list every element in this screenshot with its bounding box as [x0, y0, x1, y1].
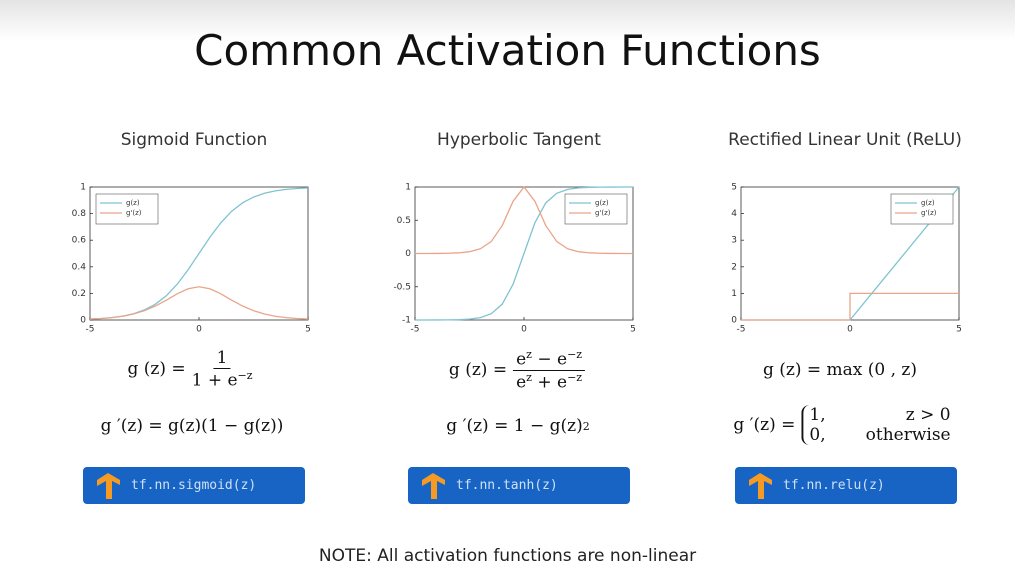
y-tick-label: 5: [731, 183, 737, 193]
legend-label: g'(z): [126, 209, 142, 217]
y-tick-label: 1: [405, 183, 411, 193]
tf-icon: [97, 472, 120, 499]
x-tick-label: 0: [847, 325, 853, 335]
y-tick-label: 0.6: [72, 236, 87, 246]
tf-icon: [422, 472, 445, 499]
formula: g ′(z) = g(z)(1 − g(z)): [100, 416, 284, 436]
x-tick-label: -5: [86, 325, 95, 335]
numerator: ez − e−z: [513, 348, 586, 371]
cases: 1, z > 0 0, otherwise: [801, 405, 951, 445]
exponent: z: [526, 370, 532, 384]
tf-icon: [749, 472, 772, 499]
code-button[interactable]: tf.nn.tanh(z): [408, 467, 630, 504]
note: NOTE: All activation functions are non-l…: [318, 546, 697, 566]
case-value: 0,: [809, 425, 826, 445]
exponent: z: [526, 348, 532, 361]
code-button[interactable]: tf.nn.relu(z): [735, 467, 957, 504]
legend-label: g'(z): [921, 209, 937, 217]
x-tick-label: 5: [630, 325, 636, 335]
formula-text: − e: [531, 349, 568, 370]
formula-text: 1 + e: [191, 370, 238, 391]
y-tick-label: 0: [80, 316, 86, 326]
y-tick-label: 0.5: [397, 216, 411, 226]
y-tick-label: 1: [80, 183, 86, 193]
y-tick-label: 0: [405, 249, 411, 259]
exponent: −z: [567, 370, 583, 384]
case-condition: z > 0: [905, 405, 951, 425]
formula-text: g ′(z) =: [733, 415, 796, 435]
y-tick-label: 1: [731, 289, 737, 299]
y-tick-label: 4: [731, 209, 737, 219]
y-tick-label: -1: [402, 316, 411, 326]
x-tick-label: 0: [521, 325, 527, 335]
case-condition: otherwise: [865, 425, 951, 445]
y-tick-label: 3: [731, 236, 737, 246]
case-value: 1,: [809, 405, 826, 425]
series-line: [415, 185, 633, 255]
formula-text: e: [516, 372, 527, 393]
formula-text: g (z) =: [448, 360, 508, 381]
y-tick-label: 0.4: [72, 262, 87, 272]
chart-title: Hyperbolic Tangent: [437, 130, 601, 150]
formula-text: g ′(z) = 1 − g(z): [446, 416, 583, 436]
y-tick-label: 0.2: [72, 289, 86, 299]
formula-text: g (z) =: [127, 359, 186, 380]
legend-label: g(z): [921, 199, 935, 207]
x-tick-label: -5: [737, 325, 746, 335]
y-tick-label: 0: [731, 316, 737, 326]
denominator: 1 + e−z: [192, 369, 253, 391]
series-line: [415, 186, 633, 321]
chart-title: Sigmoid Function: [121, 130, 268, 150]
fraction: ez − e−z ez + e−z: [513, 348, 586, 393]
exponent: −z: [567, 348, 583, 361]
code-text: tf.nn.relu(z): [783, 478, 885, 493]
exponent: 2: [582, 419, 590, 433]
exponent: −z: [237, 369, 253, 382]
legend-label: g'(z): [595, 209, 611, 217]
legend-box: [564, 193, 628, 225]
numerator: 1: [213, 348, 231, 369]
y-tick-label: -0.5: [393, 282, 411, 292]
x-tick-label: -5: [411, 325, 420, 335]
series-line: [89, 286, 309, 320]
y-tick-label: 0.8: [72, 209, 87, 219]
code-text: tf.nn.sigmoid(z): [131, 478, 257, 493]
x-tick-label: 0: [196, 325, 202, 335]
legend-label: g(z): [126, 199, 140, 207]
code-button[interactable]: tf.nn.sigmoid(z): [83, 467, 305, 504]
denominator: ez + e−z: [516, 371, 582, 393]
formula-text: + e: [531, 372, 568, 393]
formula-text: e: [516, 349, 527, 370]
legend-label: g(z): [595, 199, 609, 207]
x-tick-label: 5: [956, 325, 962, 335]
formula: g ′(z) = 1 − g(z) 2: [446, 416, 589, 436]
series-line: [741, 292, 959, 321]
legend-box: [890, 193, 954, 225]
formula: g ′(z) = 1, z > 0 0, otherwise: [733, 405, 951, 445]
code-text: tf.nn.tanh(z): [456, 478, 558, 493]
formula: g (z) = max (0 , z): [762, 360, 918, 380]
formula: g (z) = ez − e−z ez + e−z: [448, 348, 586, 393]
slide-title: Common Activation Functions: [194, 26, 821, 75]
chart-title: Rectified Linear Unit (ReLU): [728, 130, 962, 150]
y-tick-label: 2: [731, 262, 737, 272]
legend-box: [95, 193, 159, 225]
x-tick-label: 5: [305, 325, 311, 335]
